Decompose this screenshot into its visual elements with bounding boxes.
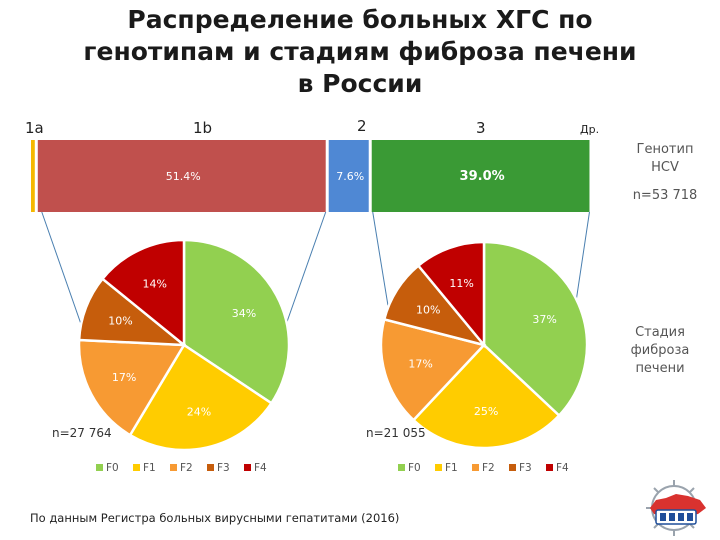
stage-side-line-1: Стадия <box>635 325 685 340</box>
genotype-side-line-2: HCV <box>651 160 679 175</box>
pie-slice-label: 34% <box>232 307 256 320</box>
genotype-label-1b: 1b <box>193 119 213 137</box>
legend-label: F4 <box>556 462 569 474</box>
legend-label: F1 <box>445 462 458 474</box>
legend-swatch <box>435 464 442 471</box>
pie-chart-genotype-1b: 34% 24% 17% 10% 14% <box>77 238 291 452</box>
pie-slice-f4 <box>100 238 186 348</box>
source-footnote: По данным Регистра больных вирусными геп… <box>30 511 400 525</box>
legend-swatch <box>509 464 516 471</box>
pie-1-n-label: n=27 764 <box>52 426 112 440</box>
legend-swatch <box>96 464 103 471</box>
pie-slice-label: 17% <box>112 371 136 384</box>
pie-slice-label: 11% <box>449 277 473 290</box>
legend-label: F1 <box>143 462 156 474</box>
legend-label: F3 <box>519 462 532 474</box>
pie-slice-f1 <box>128 343 274 452</box>
pie-slice-label: 25% <box>474 405 498 418</box>
legend-swatch <box>546 464 553 471</box>
bar-segment-3 <box>371 140 590 212</box>
stage-side-line-2: фиброза <box>630 343 690 358</box>
pie-slice-label: 10% <box>416 304 440 317</box>
bar-value-label: 39.0% <box>460 169 505 184</box>
pie-slice-label: 10% <box>108 315 132 328</box>
bar-segment-1a <box>31 140 35 212</box>
genotype-side-label: Генотип HCV n=53 718 <box>625 141 705 205</box>
pie-2-n-label: n=21 055 <box>366 426 426 440</box>
legend-label: F2 <box>482 462 495 474</box>
stage-side-line-3: печени <box>635 361 685 376</box>
legend-label: F3 <box>217 462 230 474</box>
pie-slice-f2 <box>77 338 187 437</box>
title-line-1: Распределение больных ХГС по <box>127 5 593 34</box>
pie-1-legend: F0 F1 F2 F3 F4 <box>96 462 267 474</box>
title-line-3: в России <box>297 69 423 98</box>
genotype-label-1a: 1a <box>25 119 44 137</box>
bar-segment-1b <box>37 140 326 212</box>
pie-slice-f4 <box>416 240 486 349</box>
genotype-label-3: 3 <box>476 119 486 137</box>
pie-slice-label: 17% <box>408 357 432 370</box>
legend-swatch <box>133 464 140 471</box>
bar-segment-other <box>592 140 594 212</box>
legend-label: F2 <box>180 462 193 474</box>
pie-slice-f1 <box>411 343 561 450</box>
genotype-stacked-bar: 51.4% 7.6% 39.0% <box>31 140 594 212</box>
pie-slice-f0 <box>482 240 589 418</box>
legend-swatch <box>472 464 479 471</box>
pie-slice-label: 37% <box>532 313 556 326</box>
genotype-n-label: n=53 718 <box>632 188 698 203</box>
registry-logo <box>646 480 706 536</box>
legend-label: F0 <box>408 462 421 474</box>
bar-segment-2 <box>328 140 369 212</box>
legend-label: F4 <box>254 462 267 474</box>
bar-value-label: 7.6% <box>336 170 364 183</box>
pie-2-legend: F0 F1 F2 F3 F4 <box>398 462 569 474</box>
legend-swatch <box>207 464 214 471</box>
legend-swatch <box>244 464 251 471</box>
legend-swatch <box>398 464 405 471</box>
pie-chart-genotype-3: 37% 25% 17% 10% 11% <box>379 240 589 450</box>
genotype-label-2: 2 <box>357 117 367 135</box>
pie-slice-label: 24% <box>187 405 211 418</box>
stage-side-label: Стадия фиброза печени <box>620 324 700 378</box>
pie-slice-f2 <box>379 317 487 422</box>
pie-slice-label: 14% <box>143 278 167 291</box>
page-title: Распределение больных ХГС по генотипам и… <box>0 4 720 100</box>
title-line-2: генотипам и стадиям фиброза печени <box>83 37 637 66</box>
genotype-side-line-1: Генотип <box>636 142 694 157</box>
legend-label: F0 <box>106 462 119 474</box>
legend-swatch <box>170 464 177 471</box>
bar-value-label: 51.4% <box>166 170 201 183</box>
genotype-label-other: Др. <box>580 123 600 136</box>
